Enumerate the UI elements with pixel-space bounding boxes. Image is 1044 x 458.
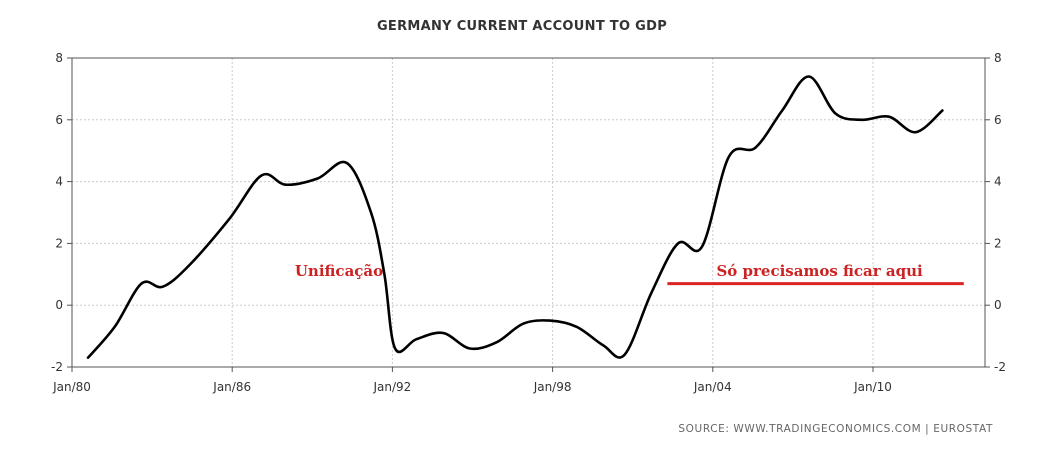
x-tick-label: Jan/10 <box>853 380 892 394</box>
y-tick-label-left: 0 <box>55 298 63 312</box>
y-tick-label-right: -2 <box>994 360 1006 374</box>
x-tick-label: Jan/92 <box>372 380 411 394</box>
y-tick-label-left: 2 <box>55 236 63 250</box>
y-tick-label-left: 4 <box>55 175 63 189</box>
x-tick-label: Jan/80 <box>52 380 91 394</box>
annotation-target: Só precisamos ficar aqui <box>716 262 923 280</box>
y-axis-right: -2 0 2 4 6 8 <box>985 51 1006 374</box>
y-axis-left: -2 0 2 4 6 8 <box>51 51 72 374</box>
source-note: SOURCE: WWW.TRADINGECONOMICS.COM | EUROS… <box>678 423 993 435</box>
y-tick-label-right: 0 <box>994 298 1002 312</box>
chart-title: GERMANY CURRENT ACCOUNT TO GDP <box>377 19 667 34</box>
series-line <box>86 75 944 359</box>
y-tick-label-left: 6 <box>55 113 63 127</box>
x-tick-label: Jan/98 <box>533 380 572 394</box>
annotation-unificacao: Unificação <box>295 262 383 280</box>
y-tick-label-right: 6 <box>994 113 1002 127</box>
x-tick-label: Jan/86 <box>212 380 251 394</box>
x-axis: Jan/80 Jan/86 Jan/92 Jan/98 Jan/04 Jan/10 <box>52 367 892 394</box>
x-tick-label: Jan/04 <box>693 380 732 394</box>
y-tick-label-right: 8 <box>994 51 1002 65</box>
y-tick-label-left: 8 <box>55 51 63 65</box>
plot-frame <box>71 57 986 368</box>
gridlines <box>72 57 985 368</box>
y-tick-label-left: -2 <box>51 360 63 374</box>
y-tick-label-right: 2 <box>994 236 1002 250</box>
y-tick-label-right: 4 <box>994 175 1002 189</box>
